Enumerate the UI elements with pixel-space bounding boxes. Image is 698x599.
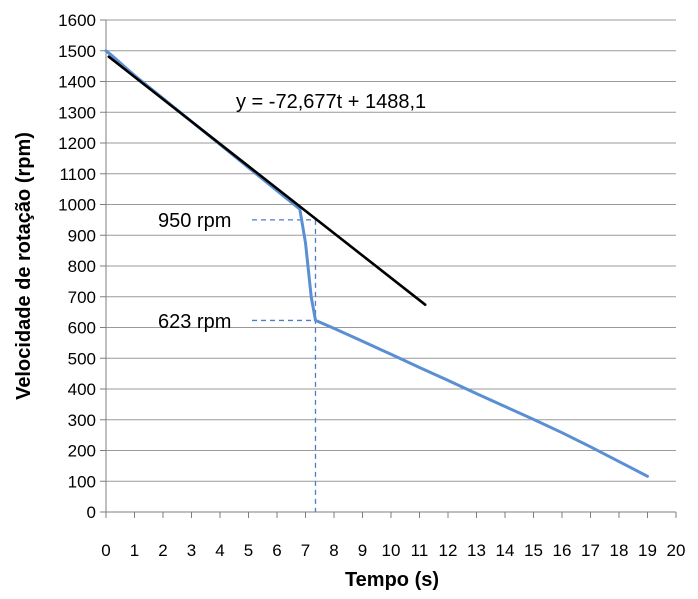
x-tick-label-19: 19	[638, 541, 657, 560]
x-tick-label-10: 10	[382, 541, 401, 560]
y-tick-label-500: 500	[68, 349, 96, 368]
y-tick-label-1600: 1600	[58, 11, 96, 30]
y-tick-label-0: 0	[87, 503, 96, 522]
series-measured-line	[104, 49, 649, 478]
x-tick-labels: 0 1 2 3 4 5 6 7 8 9 10 11 12 13 14 15 16 17 18 19 20	[101, 541, 685, 560]
y-tick-label-300: 300	[68, 411, 96, 430]
y-tick-label-1500: 1500	[58, 42, 96, 61]
y-tick-label-1200: 1200	[58, 134, 96, 153]
x-tick-label-3: 3	[187, 541, 196, 560]
y-axis-title: Velocidade de rotação (rpm)	[13, 132, 35, 400]
x-tick-label-9: 9	[358, 541, 367, 560]
equation-label: y = -72,677t + 1488,1	[236, 91, 426, 113]
y-tick-label-1000: 1000	[58, 196, 96, 215]
guide-lines	[252, 219, 317, 512]
y-tick-label-100: 100	[68, 472, 96, 491]
label-950-rpm: 950 rpm	[158, 210, 231, 232]
y-tick-label-800: 800	[68, 257, 96, 276]
y-tick-label-400: 400	[68, 380, 96, 399]
x-tick-label-20: 20	[667, 541, 686, 560]
x-axis-title: Tempo (s)	[345, 569, 439, 591]
x-tick-label-12: 12	[439, 541, 458, 560]
y-tick-labels: 0 100 200 300 400 500 600 700 800 900 1000 1100 1200…	[58, 11, 96, 522]
x-tick-label-1: 1	[130, 541, 139, 560]
x-tick-label-18: 18	[610, 541, 629, 560]
grid-lines	[106, 19, 676, 482]
x-tick-label-14: 14	[496, 541, 515, 560]
x-tick-label-8: 8	[329, 541, 338, 560]
x-tick-label-13: 13	[467, 541, 486, 560]
y-tick-label-1100: 1100	[59, 165, 96, 184]
x-tick-label-2: 2	[158, 541, 167, 560]
y-tick-label-700: 700	[68, 288, 96, 307]
x-tick-label-17: 17	[581, 541, 600, 560]
x-tick-label-0: 0	[101, 541, 110, 560]
x-tick-label-16: 16	[553, 541, 572, 560]
x-tick-label-11: 11	[411, 541, 429, 560]
x-tick-label-5: 5	[244, 541, 253, 560]
y-tick-label-1300: 1300	[58, 103, 96, 122]
label-623-rpm: 623 rpm	[158, 311, 231, 333]
y-tick-label-900: 900	[68, 226, 96, 245]
series-trend-line	[107, 55, 427, 307]
x-tick-label-4: 4	[215, 541, 224, 560]
x-tick-label-15: 15	[524, 541, 543, 560]
series-lines	[104, 49, 649, 478]
x-tick-label-6: 6	[272, 541, 281, 560]
x-tick-label-7: 7	[301, 541, 310, 560]
y-tick-label-1400: 1400	[58, 73, 96, 92]
y-tick-label-600: 600	[68, 319, 96, 338]
axes	[100, 19, 677, 518]
y-tick-label-200: 200	[68, 442, 96, 461]
